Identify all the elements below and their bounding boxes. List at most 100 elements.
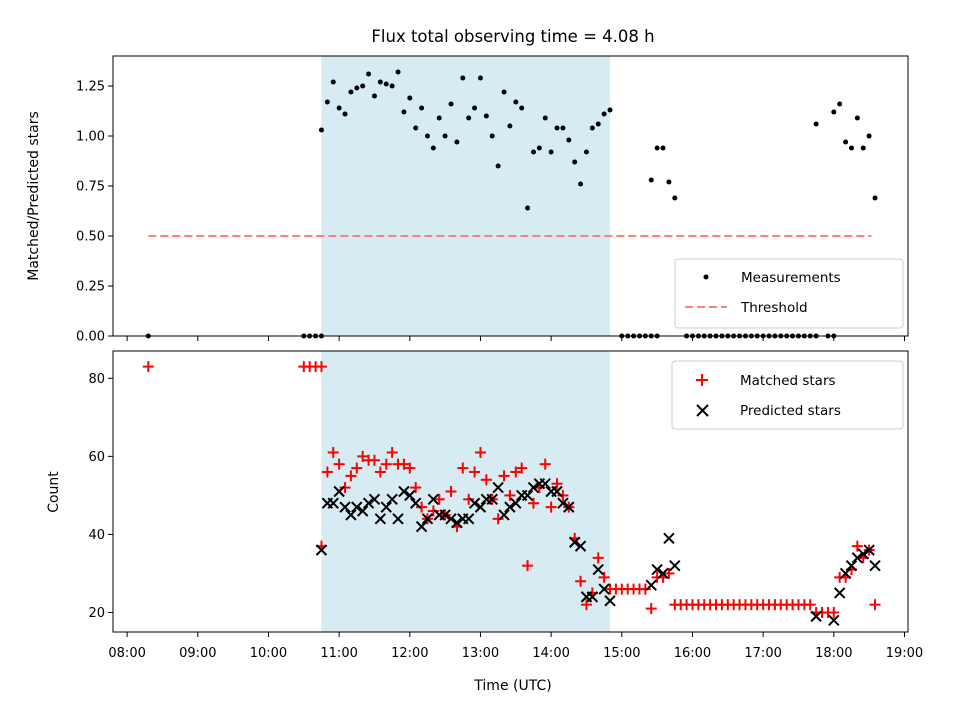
matched-star-point (398, 458, 410, 470)
matched-star-point (368, 454, 380, 466)
top-axes-frame (112, 55, 909, 337)
predicted-star-point (551, 485, 563, 498)
measurement-point (360, 83, 366, 89)
predicted-star-point-b (362, 497, 375, 509)
predicted-star-point (345, 509, 357, 521)
measurement-point (495, 163, 501, 169)
matched-star-point (828, 606, 840, 618)
predicted-star-point (869, 559, 881, 572)
matched-star-point (522, 560, 534, 572)
predicted-star-point (409, 497, 422, 509)
matched-star-point (480, 474, 492, 486)
predicted-star-point-b (392, 513, 404, 525)
measurement-point (595, 121, 601, 127)
top-y-tick-label: 0.00 (76, 330, 105, 345)
matched-star-point (539, 458, 551, 470)
predicted-star-point (839, 567, 852, 580)
matched-star-point (380, 458, 392, 470)
predicted-star-point (845, 559, 858, 572)
predicted-star-point (492, 481, 504, 494)
matched-star-point (851, 540, 863, 552)
bottom-x-tick-label: 19:00 (886, 646, 923, 661)
matched-star-point (645, 603, 657, 615)
bottom-legend: Matched stars Predicted stars (671, 360, 904, 430)
bottom-x-tick-label: 16:00 (674, 646, 711, 661)
measurement-point (330, 79, 336, 85)
measurement-point (554, 125, 560, 131)
predicted-star-point-b (586, 591, 599, 603)
predicted-star-point (445, 513, 457, 525)
predicted-star-point-b (551, 485, 563, 498)
measurement-point (837, 101, 843, 107)
predicted-star-point (356, 505, 369, 517)
predicted-star-point-b (427, 493, 440, 506)
predicted-star-point (474, 501, 487, 513)
predicted-star-point (574, 540, 587, 552)
predicted-star-point-b (398, 485, 410, 498)
predicted-star-point (351, 501, 363, 513)
matched-star-point (357, 450, 369, 462)
predicted-star-point (651, 563, 663, 576)
bottom-x-tick-label: 15:00 (603, 646, 640, 661)
predicted-star-point-b (657, 567, 669, 580)
matched-star-point (315, 361, 327, 373)
bottom-y-ticks: 20 40 60 80 (88, 372, 113, 621)
bottom-x-tick-label: 12:00 (391, 646, 428, 661)
bottom-panel: 20 40 60 80 08:00 09:00 10:00 11:00 12:00 13:00 1… (46, 350, 923, 694)
predicted-star-point (657, 567, 669, 580)
predicted-star-point-b (863, 544, 875, 556)
measurement-point (442, 133, 448, 139)
predicted-star-point (563, 501, 575, 513)
bottom-y-axis-label: Count (46, 471, 62, 513)
predicted-star-point (568, 536, 581, 548)
predicted-star-point-b (356, 505, 369, 517)
measurement-point (401, 109, 407, 115)
predicted-star-point (863, 544, 875, 556)
predicted-star-point (833, 587, 846, 599)
matched-star-point (351, 462, 363, 474)
predicted-star-point (504, 501, 516, 513)
predicted-star-point (486, 493, 498, 506)
bottom-marks (142, 361, 881, 626)
measurement-point (513, 99, 519, 105)
predicted-star-point (362, 497, 375, 509)
measurement-point (866, 133, 872, 139)
predicted-star-point-b (810, 610, 822, 623)
predicted-star-point-b (839, 567, 852, 580)
matched-star-point (504, 489, 516, 501)
predicted-star-point-b (451, 517, 463, 529)
matched-star-point (445, 486, 457, 497)
top-panel: 0.00 0.25 0.50 0.75 1.00 1.25 Flux total obse… (26, 27, 909, 345)
measurements-legend-label: Measurements (741, 270, 841, 286)
measurement-point (448, 101, 454, 107)
matched-star-point (551, 478, 563, 490)
measurement-point (843, 139, 849, 145)
measurement-point (324, 99, 330, 105)
matched-star-point (427, 505, 439, 517)
predicted-star-point (604, 595, 616, 607)
predicted-star-point-b (527, 481, 540, 494)
bottom-y-tick-label: 40 (88, 528, 105, 543)
measurement-point (436, 115, 442, 121)
predicted-star-point-b (404, 489, 416, 502)
predicted-star-point-b (415, 520, 428, 533)
matched-star-point (598, 571, 610, 583)
predicted-star-point-b (574, 540, 587, 552)
predicted-star-point (392, 513, 404, 525)
matched-star-point (663, 567, 675, 579)
predicted-star-point (421, 513, 434, 525)
measurement-point (607, 107, 613, 113)
predicted-star-point (557, 497, 569, 509)
measurements-legend-marker (703, 274, 709, 280)
predicted-star-point (539, 477, 551, 490)
matched-star-point (869, 599, 881, 611)
predicted-star-point (327, 497, 339, 509)
predicted-star-point-b (333, 485, 345, 498)
measurement-point (583, 149, 589, 155)
predicted-star-point (427, 493, 440, 506)
top-y-tick-label: 1.00 (76, 130, 105, 145)
predicted-star-point-b (645, 579, 657, 591)
bottom-x-tick-label: 14:00 (532, 646, 569, 661)
predicted-star-point-b (445, 513, 457, 525)
